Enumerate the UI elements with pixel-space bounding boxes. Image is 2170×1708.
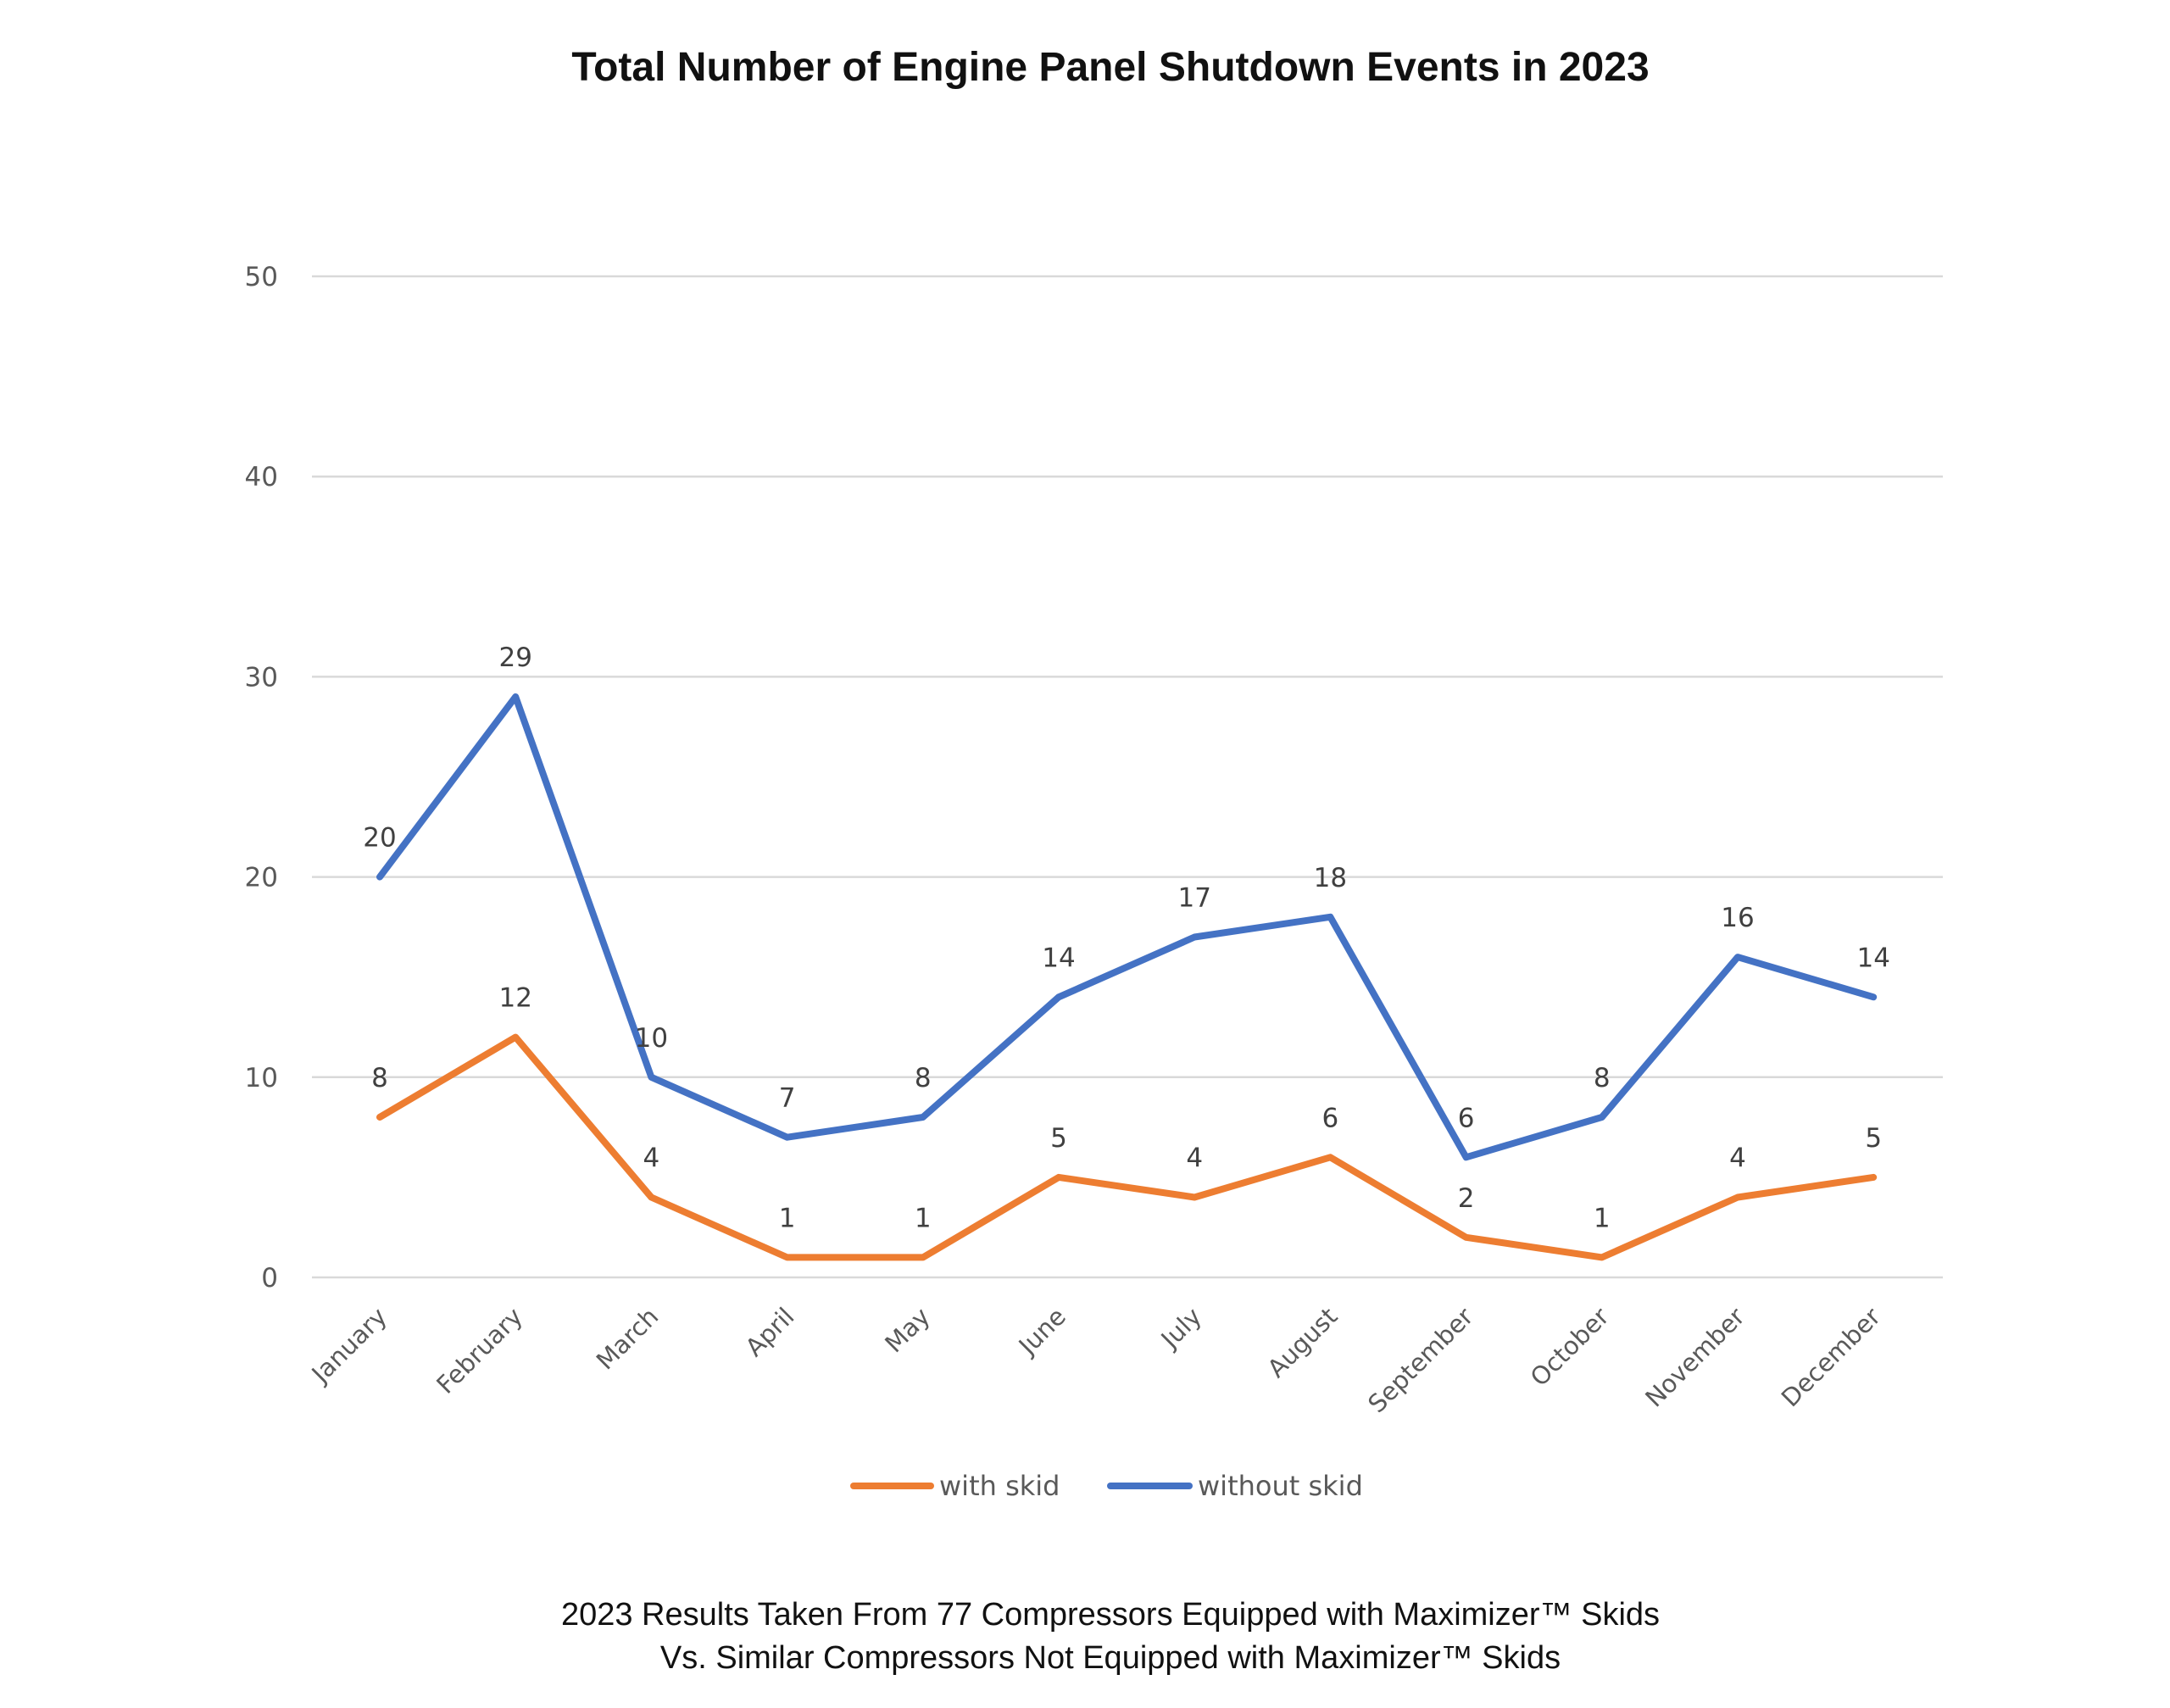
chart-title: Total Number of Engine Panel Shutdown Ev… xyxy=(571,45,1649,90)
data-label: 6 xyxy=(1458,1103,1475,1133)
data-label: 8 xyxy=(1594,1063,1611,1093)
data-label: 4 xyxy=(1729,1143,1746,1174)
x-tick-label: April xyxy=(740,1302,800,1362)
x-tick-label: February xyxy=(431,1302,528,1399)
data-label: 12 xyxy=(498,983,531,1014)
x-tick-label: August xyxy=(1262,1302,1344,1383)
series-lines xyxy=(376,693,1878,1261)
y-tick-label: 40 xyxy=(245,462,278,492)
x-tick-label: May xyxy=(879,1302,935,1358)
data-label: 6 xyxy=(1322,1103,1339,1133)
y-tick-label: 30 xyxy=(245,662,278,693)
series-line-1 xyxy=(376,693,1878,1161)
x-tick-label: October xyxy=(1525,1302,1615,1392)
data-label: 16 xyxy=(1721,903,1754,933)
footnote-line-2: Vs. Similar Compressors Not Equipped wit… xyxy=(660,1640,1561,1676)
data-label: 1 xyxy=(915,1203,932,1233)
data-label: 4 xyxy=(643,1143,660,1174)
legend-label-1: without skid xyxy=(1198,1470,1363,1502)
data-label: 4 xyxy=(1186,1143,1203,1174)
x-axis-ticks: January February March April May June July Augu… xyxy=(305,1302,1886,1418)
x-tick-label: November xyxy=(1639,1302,1750,1413)
data-label: 20 xyxy=(363,823,396,854)
y-axis-ticks: 0 10 20 30 40 50 xyxy=(245,262,278,1294)
data-label: 1 xyxy=(1594,1203,1611,1233)
gridlines xyxy=(312,275,1943,1279)
data-label: 8 xyxy=(915,1063,932,1093)
data-label: 10 xyxy=(635,1023,668,1054)
series-line-0 xyxy=(376,1033,1878,1261)
legend: with skid without skid xyxy=(850,1470,1363,1502)
data-label: 18 xyxy=(1314,863,1347,893)
data-label: 8 xyxy=(371,1063,388,1093)
data-label: 14 xyxy=(1042,943,1075,973)
data-label: 17 xyxy=(1177,882,1210,913)
data-label: 2 xyxy=(1458,1183,1475,1214)
y-tick-label: 0 xyxy=(261,1263,278,1294)
footnote-line-1: 2023 Results Taken From 77 Compressors E… xyxy=(561,1597,1660,1633)
x-tick-label: June xyxy=(1012,1302,1071,1361)
x-tick-label: July xyxy=(1155,1302,1207,1355)
x-tick-label: January xyxy=(305,1302,392,1389)
x-tick-label: March xyxy=(591,1302,665,1376)
x-tick-label: September xyxy=(1362,1302,1478,1418)
y-tick-label: 20 xyxy=(245,863,278,893)
data-label: 5 xyxy=(1050,1123,1067,1154)
y-tick-label: 10 xyxy=(245,1063,278,1093)
data-label: 1 xyxy=(779,1203,796,1233)
x-tick-label: December xyxy=(1776,1302,1886,1412)
data-label: 29 xyxy=(498,643,531,673)
data-label: 14 xyxy=(1856,943,1889,973)
legend-label-0: with skid xyxy=(939,1470,1060,1502)
data-label: 5 xyxy=(1865,1123,1882,1154)
data-label: 7 xyxy=(779,1083,796,1114)
y-tick-label: 50 xyxy=(245,262,278,292)
